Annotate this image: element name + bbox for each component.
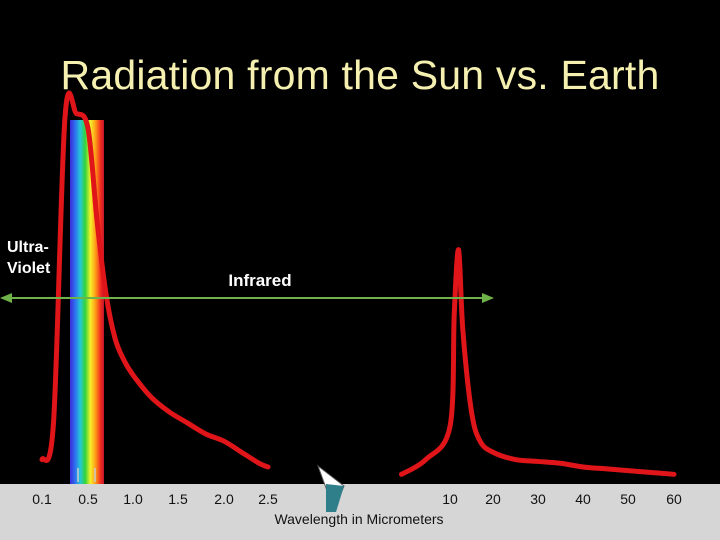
axis-break-pointer-dark bbox=[326, 484, 344, 512]
ultraviolet-label-line: Violet bbox=[7, 260, 51, 277]
x-axis-band bbox=[0, 484, 720, 540]
x-axis-title: Wavelength in Micrometers bbox=[274, 511, 443, 527]
x-tick-label: 30 bbox=[530, 491, 546, 507]
x-tick-label: 60 bbox=[666, 491, 682, 507]
x-tick-label: 2.0 bbox=[214, 491, 234, 507]
infrared-label: Infrared bbox=[228, 271, 291, 290]
ultraviolet-label: Ultra- Violet bbox=[7, 239, 51, 277]
x-tick-label: 40 bbox=[575, 491, 591, 507]
visible-spectrum-band bbox=[70, 120, 104, 484]
slide-title: Radiation from the Sun vs. Earth bbox=[60, 52, 660, 98]
x-tick-label: 1.5 bbox=[168, 491, 188, 507]
ultraviolet-label-line: Ultra- bbox=[7, 239, 49, 256]
x-tick-label: 20 bbox=[485, 491, 501, 507]
arrow-head-right bbox=[482, 293, 494, 303]
x-tick-label: 2.5 bbox=[258, 491, 278, 507]
x-tick-label: 0.1 bbox=[32, 491, 52, 507]
x-tick-label: 1.0 bbox=[123, 491, 143, 507]
sun-radiation-curve bbox=[39, 90, 271, 470]
arrow-head-left bbox=[0, 293, 12, 303]
x-tick-label: 10 bbox=[442, 491, 458, 507]
x-tick-label: 50 bbox=[620, 491, 636, 507]
earth-radiation-curve bbox=[398, 247, 677, 477]
x-tick-label: 0.5 bbox=[78, 491, 98, 507]
